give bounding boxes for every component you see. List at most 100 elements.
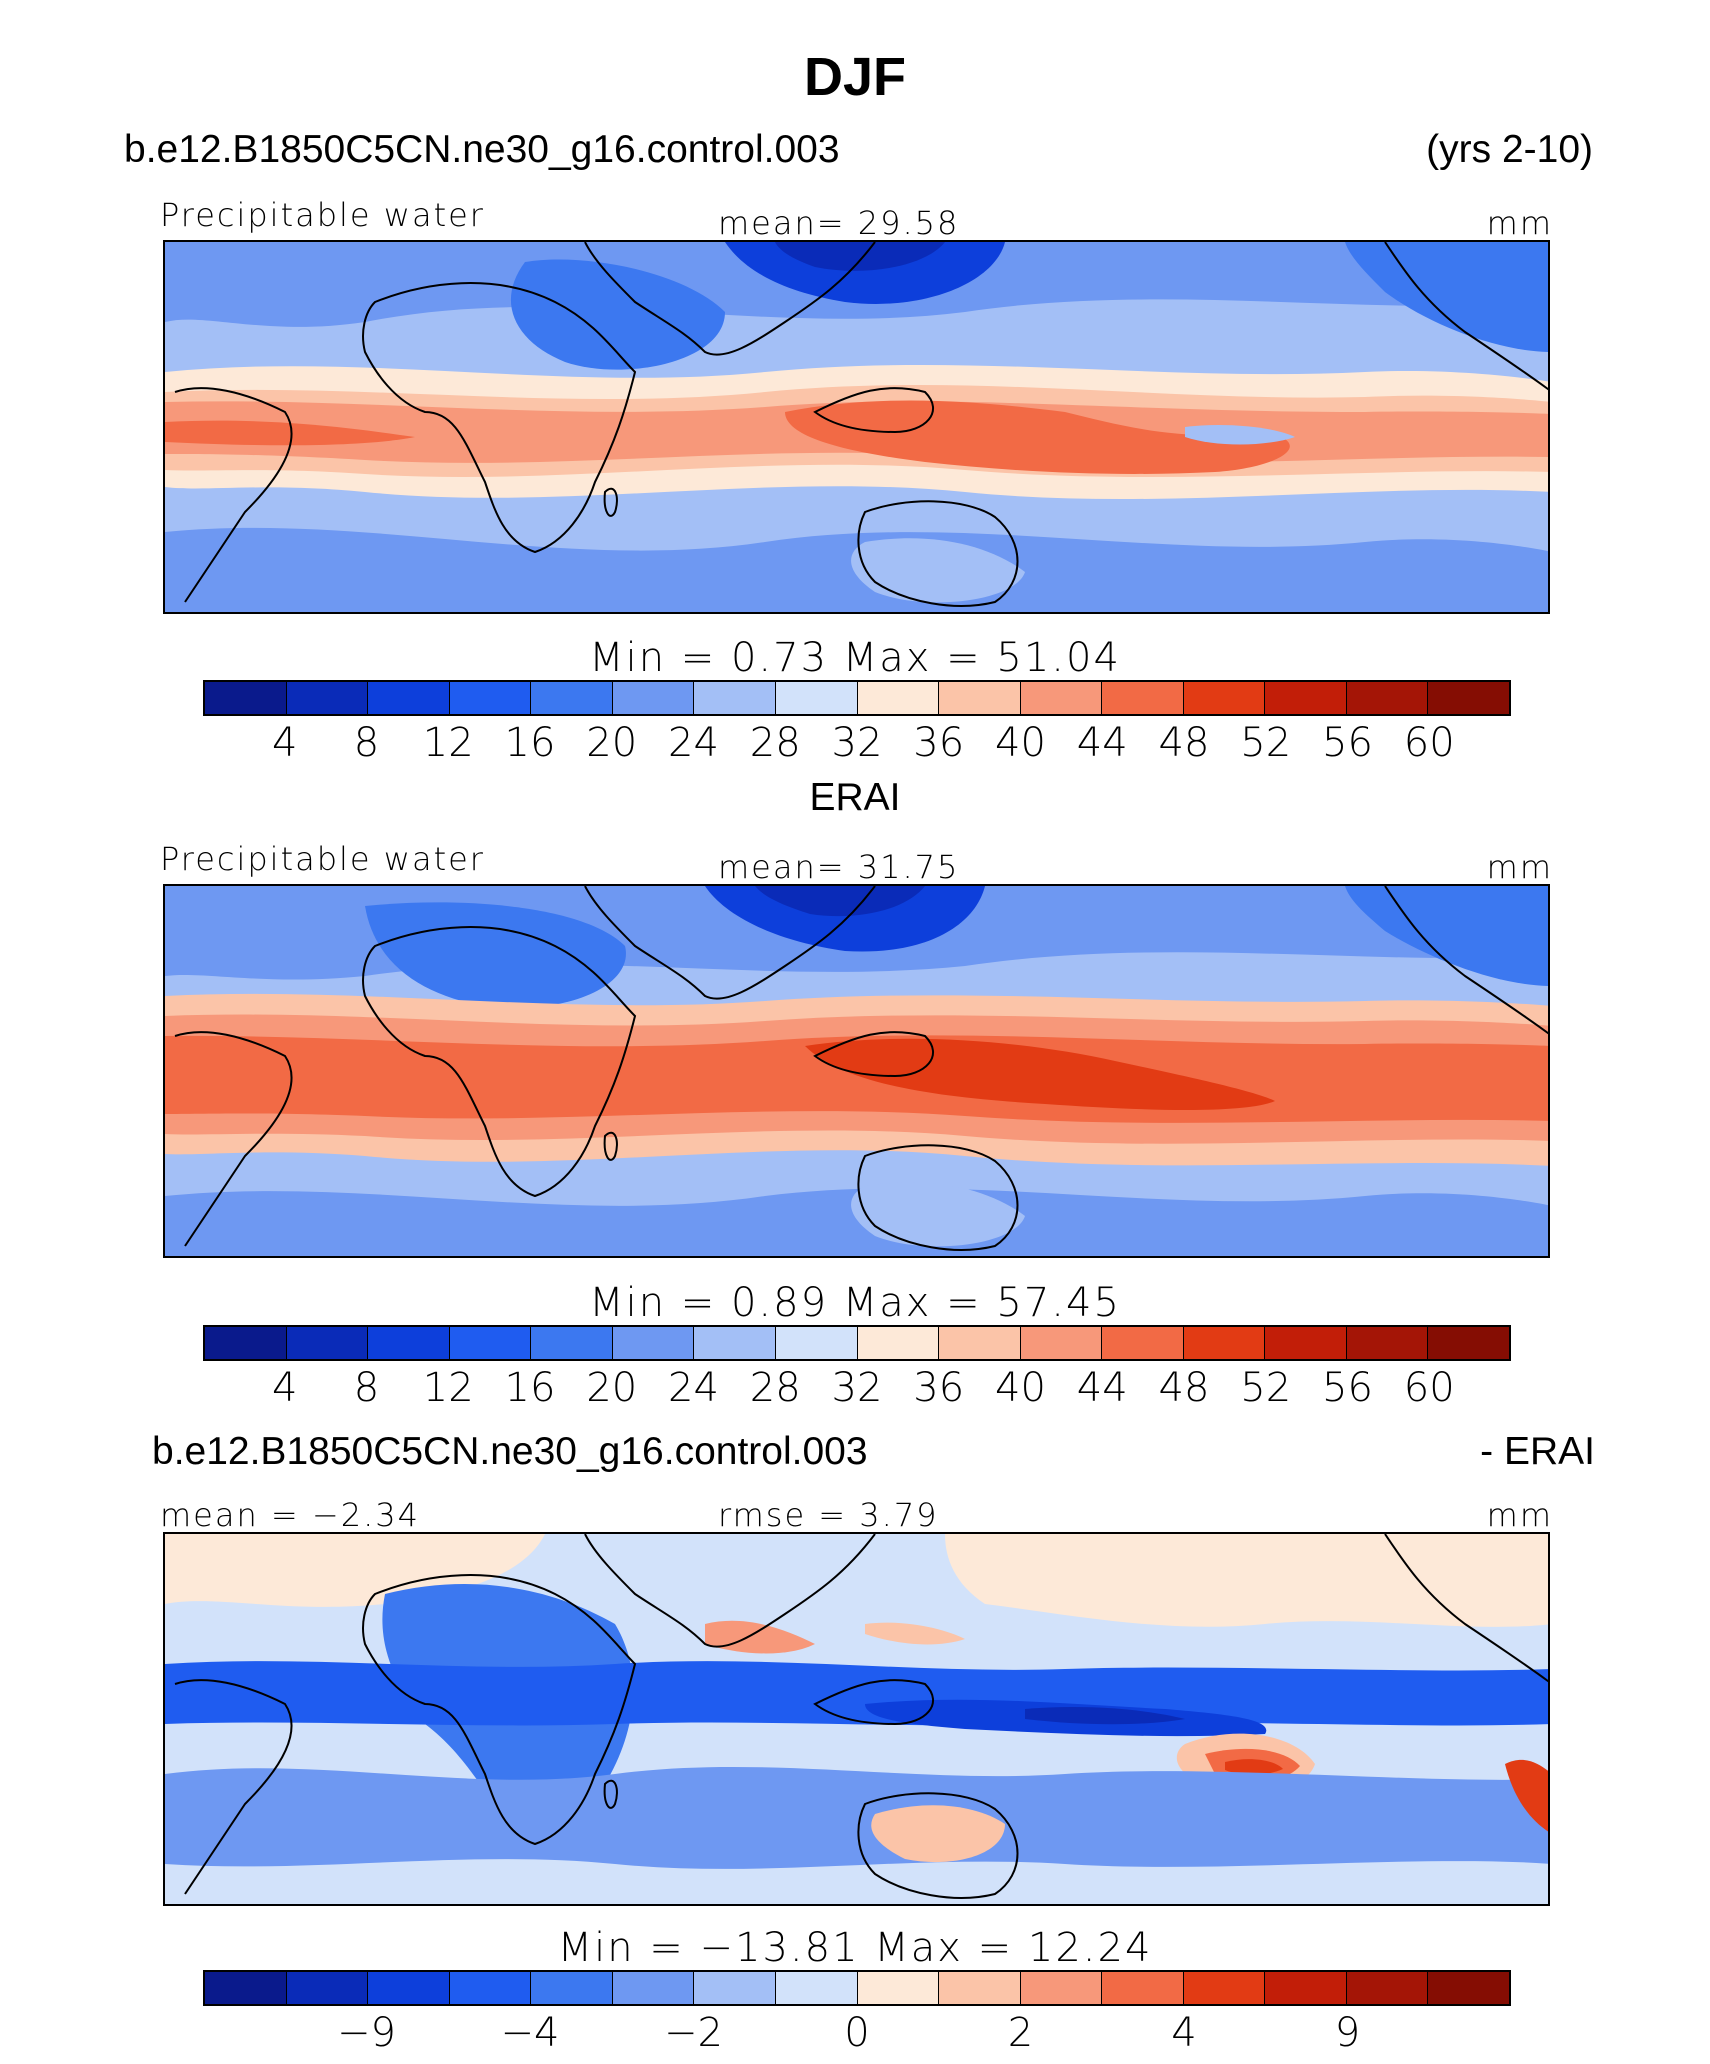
- colorbar-swatch: [286, 1972, 369, 2004]
- colorbar-swatch: [857, 1972, 940, 2004]
- colorbar-tick-label: 8: [353, 1365, 380, 1411]
- colorbar-tick-label: 9: [1334, 2010, 1361, 2056]
- colorbar-swatch: [612, 1327, 695, 1359]
- panel1-units: mm: [1486, 204, 1553, 242]
- colorbar-swatch: [939, 1327, 1021, 1359]
- colorbar-swatch: [939, 1972, 1021, 2004]
- colorbar-tick-label: 12: [422, 1365, 474, 1411]
- panel3-units: mm: [1486, 1496, 1553, 1534]
- panel2-units: mm: [1486, 848, 1553, 886]
- colorbar-tick-label: 24: [668, 1365, 719, 1411]
- panel3-mean: mean = −2.34: [160, 1496, 420, 1534]
- colorbar-tick-label: −4: [500, 2010, 560, 2056]
- figure-title: DJF: [803, 47, 906, 107]
- colorbar-tick-label: 28: [749, 1365, 801, 1411]
- colorbar-tick-label: 24: [668, 720, 719, 766]
- colorbar-swatch: [1265, 1972, 1347, 2004]
- colorbar-swatch: [1020, 682, 1103, 714]
- panel2-contour-field: [165, 886, 1548, 1256]
- colorbar-tick-label: 28: [749, 720, 801, 766]
- colorbar-tick-label: 44: [1076, 720, 1128, 766]
- colorbar-tick-label: 56: [1322, 1365, 1373, 1411]
- colorbar-tick-label: 16: [504, 720, 556, 766]
- colorbar-tick-label: −2: [664, 2010, 723, 2056]
- colorbar-swatch: [1346, 1327, 1429, 1359]
- colorbar-swatch: [531, 1972, 613, 2004]
- panel1-variable: Precipitable water: [160, 196, 485, 234]
- colorbar-swatch: [286, 682, 369, 714]
- colorbar-tick-label: 36: [913, 1365, 965, 1411]
- colorbar-swatch: [1428, 1327, 1509, 1359]
- colorbar-swatch: [531, 682, 613, 714]
- colorbar-swatch: [286, 1327, 369, 1359]
- colorbar-swatch: [205, 682, 287, 714]
- colorbar-swatch: [531, 1327, 613, 1359]
- panel3-minus-erai: - ERAI: [1480, 1430, 1595, 1473]
- colorbar-tick-label: 40: [995, 720, 1046, 766]
- colorbar-tick-label: 60: [1403, 1365, 1455, 1411]
- colorbar-swatch: [857, 682, 940, 714]
- colorbar-swatch: [1102, 1972, 1184, 2004]
- colorbar-swatch: [1183, 682, 1266, 714]
- colorbar-swatch: [1020, 1972, 1103, 2004]
- colorbar-swatch: [694, 1327, 776, 1359]
- colorbar-tick-label: 20: [586, 720, 638, 766]
- colorbar-tick-label: 48: [1158, 720, 1210, 766]
- colorbar-swatch: [1346, 1972, 1429, 2004]
- colorbar-swatch: [449, 682, 532, 714]
- colorbar-swatch: [612, 682, 695, 714]
- colorbar-tick-label: 52: [1240, 1365, 1292, 1411]
- colorbar-tick-label: 32: [831, 1365, 883, 1411]
- panel2-title: ERAI: [809, 776, 901, 819]
- colorbar-tick-label: 4: [272, 720, 298, 766]
- colorbar-swatch: [1102, 1327, 1184, 1359]
- colorbar-swatch: [775, 682, 858, 714]
- colorbar-swatch: [449, 1327, 532, 1359]
- colorbar-tick-label: 2: [1007, 2010, 1034, 2056]
- panel3-map: [163, 1532, 1550, 1906]
- panel2-colorbar: [203, 1325, 1511, 1361]
- colorbar-tick-label: −9: [337, 2010, 396, 2056]
- colorbar-swatch: [694, 682, 776, 714]
- colorbar-swatch: [857, 1327, 940, 1359]
- panel1-years: (yrs 2-10): [1426, 128, 1593, 171]
- panel2-variable: Precipitable water: [160, 840, 485, 878]
- panel2-map: [163, 884, 1550, 1258]
- colorbar-swatch: [205, 1972, 287, 2004]
- colorbar-tick-label: 16: [504, 1365, 556, 1411]
- colorbar-tick-label: 60: [1403, 720, 1455, 766]
- colorbar-swatch: [939, 682, 1021, 714]
- colorbar-swatch: [205, 1327, 287, 1359]
- colorbar-swatch: [1020, 1327, 1103, 1359]
- colorbar-swatch: [612, 1972, 695, 2004]
- panel1-contour-field: [165, 242, 1548, 612]
- colorbar-swatch: [368, 1327, 450, 1359]
- colorbar-swatch: [1183, 1327, 1266, 1359]
- colorbar-swatch: [1346, 682, 1429, 714]
- colorbar-swatch: [775, 1972, 858, 2004]
- colorbar-tick-label: 52: [1240, 720, 1292, 766]
- colorbar-swatch: [775, 1327, 858, 1359]
- panel3-rmse: rmse = 3.79: [718, 1496, 939, 1534]
- panel3-colorbar: [203, 1970, 1511, 2006]
- colorbar-swatch: [449, 1972, 532, 2004]
- panel1-colorbar: [203, 680, 1511, 716]
- colorbar-tick-label: 4: [272, 1365, 298, 1411]
- panel1-min-max: Min = 0.73 Max = 51.04: [589, 635, 1121, 681]
- colorbar-tick-label: 32: [831, 720, 883, 766]
- panel2-mean: mean= 31.75: [718, 848, 960, 886]
- panel3-contour-field: [165, 1534, 1548, 1904]
- colorbar-tick-label: 40: [995, 1365, 1046, 1411]
- colorbar-tick-label: 20: [586, 1365, 638, 1411]
- colorbar-tick-label: 12: [422, 720, 474, 766]
- colorbar-tick-label: 8: [353, 720, 380, 766]
- colorbar-swatch: [694, 1972, 776, 2004]
- colorbar-swatch: [1428, 1972, 1509, 2004]
- colorbar-tick-label: 4: [1171, 2010, 1197, 2056]
- colorbar-swatch: [1265, 1327, 1347, 1359]
- colorbar-swatch: [1102, 682, 1184, 714]
- colorbar-tick-label: 56: [1322, 720, 1373, 766]
- panel1-map: [163, 240, 1550, 614]
- panel3-min-max: Min = −13.81 Max = 12.24: [557, 1925, 1153, 1971]
- panel3-case-name: b.e12.B1850C5CN.ne30_g16.control.003: [152, 1430, 868, 1473]
